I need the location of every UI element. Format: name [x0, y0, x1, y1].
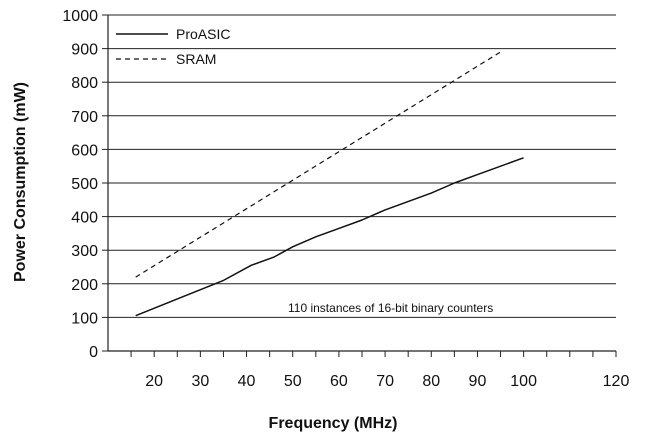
x-tick-label-70: 70: [376, 373, 394, 390]
y-tick-label-800: 800: [71, 75, 98, 92]
legend: ProASIC SRAM: [116, 26, 230, 67]
y-tick-label-900: 900: [71, 42, 98, 59]
y-tick-label-0: 0: [89, 344, 98, 361]
y-axis-title: Power Consumption (mW): [12, 82, 29, 282]
x-tick-label-60: 60: [330, 373, 348, 390]
y-tick-label-1000: 1000: [62, 8, 98, 25]
x-tick-label-90: 90: [469, 373, 487, 390]
x-tick-label-20: 20: [145, 373, 163, 390]
y-tick-label-100: 100: [71, 310, 98, 327]
chart-annotation: 110 instances of 16-bit binary counters: [288, 301, 493, 315]
y-tick-label-500: 500: [71, 176, 98, 193]
x-axis-ticks: 20 30 40 50 60 70 80 90 100 120: [130, 351, 630, 390]
y-tick-label-700: 700: [71, 109, 98, 126]
x-tick-label-100: 100: [510, 373, 537, 390]
x-axis-title: Frequency (MHz): [269, 415, 398, 432]
series-line-proasic: [135, 157, 524, 317]
x-tick-label-40: 40: [238, 373, 256, 390]
y-tick-label-400: 400: [71, 210, 98, 227]
y-tick-label-600: 600: [71, 142, 98, 159]
legend-label-proasic: ProASIC: [176, 26, 230, 42]
y-tick-label-300: 300: [71, 243, 98, 260]
x-tick-label-80: 80: [422, 373, 440, 390]
y-axis-ticks: 0 100 200 300 400 500 600 700 800 900 1000: [62, 8, 108, 361]
x-tick-label-120: 120: [603, 373, 630, 390]
series-layer: [135, 51, 524, 317]
x-tick-label-50: 50: [284, 373, 302, 390]
series-line-sram: [135, 51, 501, 278]
x-tick-label-30: 30: [191, 373, 209, 390]
grid-lines: [108, 14, 616, 318]
y-tick-label-200: 200: [71, 277, 98, 294]
legend-label-sram: SRAM: [176, 51, 216, 67]
